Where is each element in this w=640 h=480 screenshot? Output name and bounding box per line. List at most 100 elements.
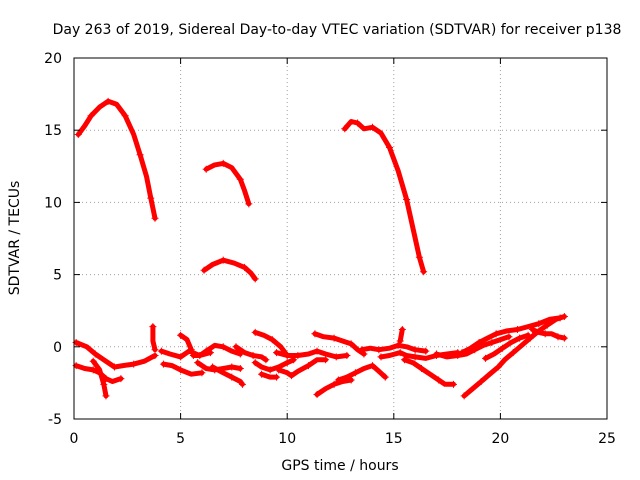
data-point-marker (394, 341, 402, 349)
data-point-marker (411, 346, 419, 354)
series-trace (201, 257, 258, 282)
series-arc-high-1 (74, 97, 159, 222)
data-point-marker (130, 360, 138, 368)
data-point-marker (91, 350, 99, 358)
data-point-marker (560, 312, 568, 320)
x-axis-label: GPS time / hours (281, 458, 398, 474)
data-point-marker (287, 372, 295, 380)
series-low-y (458, 314, 564, 357)
data-point-marker (294, 351, 302, 359)
data-point-marker (202, 165, 210, 173)
series-low-p (275, 356, 330, 380)
data-point-marker (543, 321, 551, 329)
data-point-marker (400, 356, 408, 364)
data-point-marker (100, 380, 108, 388)
y-tick-label: 5 (53, 268, 62, 284)
data-point-marker (432, 350, 440, 358)
data-point-marker (121, 112, 129, 120)
y-tick-label: 20 (44, 51, 62, 67)
data-point-marker (375, 346, 383, 354)
grid (74, 58, 607, 419)
data-point-marker (368, 123, 376, 131)
data-point-marker (251, 359, 259, 367)
data-point-marker (386, 144, 394, 152)
chart-title: Day 263 of 2019, Sidereal Day-to-day VTE… (53, 22, 622, 38)
series-low-m (251, 356, 298, 374)
series-trace (203, 160, 252, 207)
data-point-marker (313, 390, 321, 398)
data-point-marker (136, 151, 144, 159)
data-point-marker (151, 346, 159, 354)
data-point-marker (147, 194, 155, 202)
data-point-marker (236, 364, 244, 372)
x-tick-label: 5 (176, 431, 185, 447)
data-point-marker (305, 362, 313, 370)
plot-frame (73, 57, 608, 420)
series-low-f (160, 360, 206, 377)
data-point-marker (245, 200, 253, 208)
data-point-marker (458, 349, 466, 357)
data-point-marker (475, 338, 483, 346)
series-low-d (149, 323, 159, 354)
data-point-marker (273, 373, 281, 381)
data-point-marker (149, 323, 157, 331)
data-point-marker (422, 347, 430, 355)
data-point-marker (268, 336, 276, 344)
data-point-marker (528, 325, 536, 333)
data-point-marker (435, 376, 443, 384)
series-low-n (258, 370, 281, 381)
data-point-marker (74, 131, 82, 139)
y-axis-label: SDTVAR / TECUs (7, 181, 23, 296)
data-point-marker (499, 344, 507, 352)
x-tick-label: 25 (598, 431, 616, 447)
x-tick-label: 10 (278, 431, 296, 447)
series-arc-high-3 (341, 119, 428, 276)
series-low-c (89, 357, 110, 400)
data-point-marker (102, 392, 110, 400)
x-axis: 0 5 10 15 20 25 (70, 58, 616, 447)
data-point-marker (396, 349, 404, 357)
data-point-marker (420, 268, 428, 276)
data-series (72, 97, 568, 400)
data-point-marker (87, 112, 95, 120)
y-tick-label: 10 (44, 195, 62, 211)
data-point-marker (403, 196, 411, 204)
data-point-marker (266, 366, 274, 374)
data-point-marker (198, 369, 206, 377)
data-point-marker (343, 351, 351, 359)
series-trace (459, 315, 563, 356)
data-point-marker (330, 380, 338, 388)
data-point-marker (334, 376, 342, 384)
data-point-marker (454, 351, 462, 359)
data-point-marker (396, 337, 404, 345)
series-trace (161, 361, 205, 377)
x-tick-label: 20 (491, 431, 509, 447)
data-point-marker (368, 362, 376, 370)
data-point-marker (275, 366, 283, 374)
data-point-marker (524, 331, 532, 339)
series-low-q (311, 330, 368, 358)
series-trace (73, 340, 158, 370)
data-point-marker (311, 330, 319, 338)
data-point-marker (258, 370, 266, 378)
data-point-marker (313, 347, 321, 355)
data-point-marker (200, 266, 208, 274)
data-point-marker (358, 346, 366, 354)
data-point-marker (251, 328, 259, 336)
series-low-o (273, 347, 351, 361)
series-low-x (432, 333, 513, 360)
data-point-marker (509, 349, 517, 357)
data-point-marker (354, 119, 362, 127)
data-point-marker (488, 338, 496, 346)
series-low-r (313, 376, 355, 398)
data-point-marker (202, 347, 210, 355)
series-low-ab (528, 325, 568, 342)
series-low-v (400, 356, 457, 388)
series-trace (252, 357, 297, 373)
data-point-marker (492, 330, 500, 338)
data-point-marker (330, 334, 338, 342)
data-point-marker (273, 349, 281, 357)
data-point-marker (177, 366, 185, 374)
series-low-t (358, 341, 430, 355)
